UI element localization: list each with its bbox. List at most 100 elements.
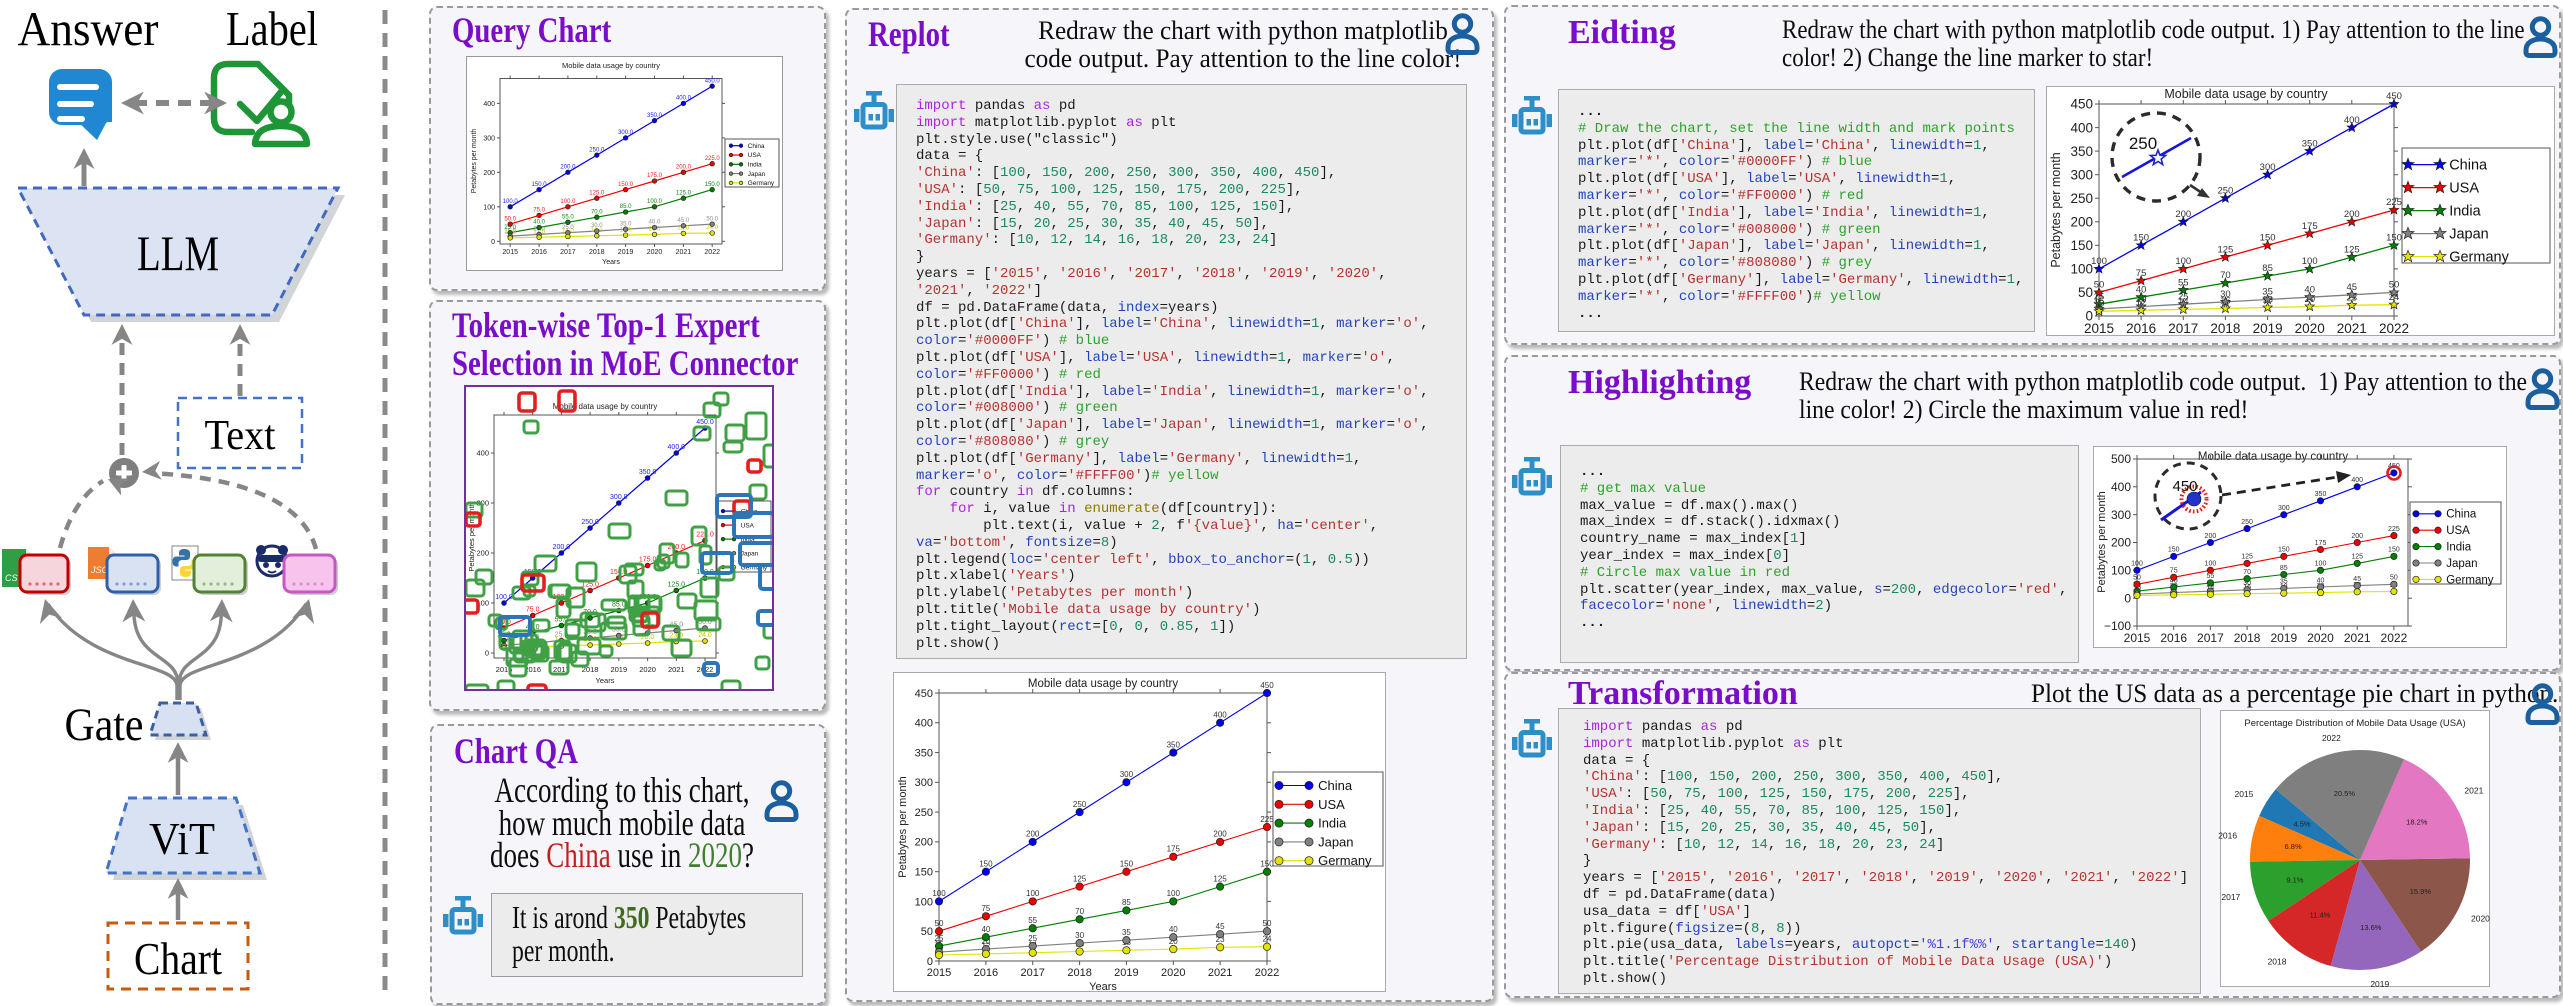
svg-text:250: 250 — [915, 807, 933, 819]
svg-text:45: 45 — [2353, 576, 2361, 583]
svg-text:China: China — [1318, 778, 1353, 793]
svg-text:USA: USA — [741, 522, 755, 529]
svg-text:2021: 2021 — [676, 249, 692, 256]
svg-text:100: 100 — [2111, 564, 2131, 578]
svg-text:2015: 2015 — [2124, 631, 2151, 645]
svg-text:35: 35 — [2280, 579, 2288, 586]
svg-text:Text: Text — [205, 413, 276, 459]
svg-text:Mobile data usage by country: Mobile data usage by country — [2164, 87, 2328, 101]
svg-text:200: 200 — [476, 549, 489, 558]
svg-text:200: 200 — [483, 170, 495, 177]
svg-text:2019: 2019 — [618, 249, 634, 256]
svg-text:250.0: 250.0 — [589, 147, 605, 153]
svg-text:35: 35 — [2262, 287, 2273, 298]
svg-text:USA: USA — [2449, 181, 2479, 197]
svg-text:2019: 2019 — [610, 665, 627, 674]
svg-text:Mobile data usage by country: Mobile data usage by country — [2198, 451, 2348, 463]
svg-text:300.0: 300.0 — [618, 130, 634, 136]
svg-text:35.0: 35.0 — [612, 627, 626, 634]
svg-text:100: 100 — [2131, 561, 2143, 568]
svg-text:100: 100 — [2070, 262, 2093, 277]
svg-text:100: 100 — [2091, 256, 2107, 267]
svg-text:Years: Years — [1089, 981, 1117, 992]
svg-text:125: 125 — [2241, 554, 2253, 561]
svg-text:20.5%: 20.5% — [2334, 789, 2356, 798]
svg-text:25: 25 — [2094, 291, 2105, 302]
svg-text:Petabytes per month: Petabytes per month — [467, 502, 476, 571]
svg-text:75: 75 — [2136, 268, 2147, 279]
svg-text:0: 0 — [491, 239, 495, 246]
svg-text:55: 55 — [2207, 573, 2215, 580]
svg-text:11.4%: 11.4% — [2310, 911, 2331, 920]
svg-text:23: 23 — [2347, 292, 2358, 303]
svg-text:450.0: 450.0 — [705, 78, 721, 84]
svg-text:China: China — [748, 143, 765, 150]
svg-text:40: 40 — [2304, 284, 2315, 295]
svg-text:2017: 2017 — [2197, 631, 2224, 645]
svg-text:2018: 2018 — [589, 249, 605, 256]
svg-text:0: 0 — [2085, 309, 2093, 324]
svg-text:25: 25 — [935, 934, 944, 943]
svg-text:150: 150 — [1260, 860, 1274, 869]
svg-text:2021: 2021 — [668, 665, 685, 674]
svg-text:100: 100 — [932, 889, 946, 898]
svg-text:23: 23 — [1216, 935, 1225, 944]
svg-text:2019: 2019 — [1114, 967, 1138, 979]
svg-text:2015: 2015 — [927, 967, 951, 979]
svg-text:50.0: 50.0 — [497, 619, 511, 626]
svg-text:300: 300 — [476, 499, 489, 508]
svg-text:40.0: 40.0 — [533, 220, 545, 226]
svg-text:75.0: 75.0 — [533, 208, 545, 214]
svg-text:350: 350 — [1167, 740, 1181, 749]
svg-text:ViT: ViT — [149, 813, 215, 864]
svg-text:350.0: 350.0 — [647, 113, 663, 119]
svg-text:0: 0 — [2124, 591, 2131, 605]
svg-text:175: 175 — [2315, 540, 2327, 547]
svg-text:400: 400 — [2344, 115, 2360, 126]
svg-text:2016: 2016 — [2126, 321, 2156, 336]
svg-text:50.0: 50.0 — [698, 619, 712, 626]
svg-text:300: 300 — [1120, 770, 1134, 779]
svg-text:−100: −100 — [2104, 619, 2131, 633]
svg-text:2018: 2018 — [1067, 967, 1091, 979]
svg-text:150: 150 — [2133, 233, 2149, 244]
svg-text:300: 300 — [483, 135, 495, 142]
svg-text:45: 45 — [1216, 922, 1225, 931]
svg-text:30.0: 30.0 — [591, 223, 603, 229]
svg-text:JSO: JSO — [90, 565, 109, 575]
svg-text:India: India — [741, 536, 755, 543]
svg-text:30: 30 — [1075, 931, 1084, 940]
svg-text:2020: 2020 — [1161, 967, 1185, 979]
svg-text:25.0: 25.0 — [555, 632, 569, 639]
svg-text:40: 40 — [2317, 577, 2325, 584]
svg-text:150.0: 150.0 — [705, 182, 721, 188]
svg-text:30.0: 30.0 — [583, 629, 597, 636]
svg-text:125: 125 — [2351, 554, 2363, 561]
svg-text:USA: USA — [2446, 525, 2470, 537]
svg-text:2019: 2019 — [2270, 631, 2297, 645]
svg-text:350: 350 — [2315, 491, 2327, 498]
svg-text:Japan: Japan — [748, 171, 766, 178]
svg-text:13.6%: 13.6% — [2360, 923, 2382, 932]
svg-text:450: 450 — [2386, 91, 2402, 102]
svg-text:Answer: Answer — [18, 1, 159, 56]
svg-text:350: 350 — [2070, 144, 2093, 159]
svg-text:225: 225 — [2386, 197, 2402, 208]
svg-text:250: 250 — [2129, 134, 2157, 153]
svg-text:225: 225 — [2388, 526, 2400, 533]
svg-text:23.0: 23.0 — [678, 226, 690, 232]
svg-text:30: 30 — [2243, 580, 2251, 587]
svg-text:450: 450 — [2070, 97, 2093, 112]
svg-text:55: 55 — [1028, 916, 1037, 925]
svg-text:300: 300 — [2278, 505, 2290, 512]
svg-text:50: 50 — [2094, 280, 2105, 291]
svg-text:125.0: 125.0 — [676, 190, 692, 196]
svg-text:300: 300 — [915, 777, 933, 789]
svg-text:2021: 2021 — [2344, 631, 2371, 645]
svg-text:300.0: 300.0 — [610, 494, 628, 501]
svg-text:70.0: 70.0 — [591, 209, 603, 215]
svg-text:400: 400 — [2111, 480, 2131, 494]
svg-text:100: 100 — [1167, 889, 1181, 898]
svg-text:2020: 2020 — [2295, 321, 2325, 336]
svg-text:24.0: 24.0 — [706, 225, 718, 231]
